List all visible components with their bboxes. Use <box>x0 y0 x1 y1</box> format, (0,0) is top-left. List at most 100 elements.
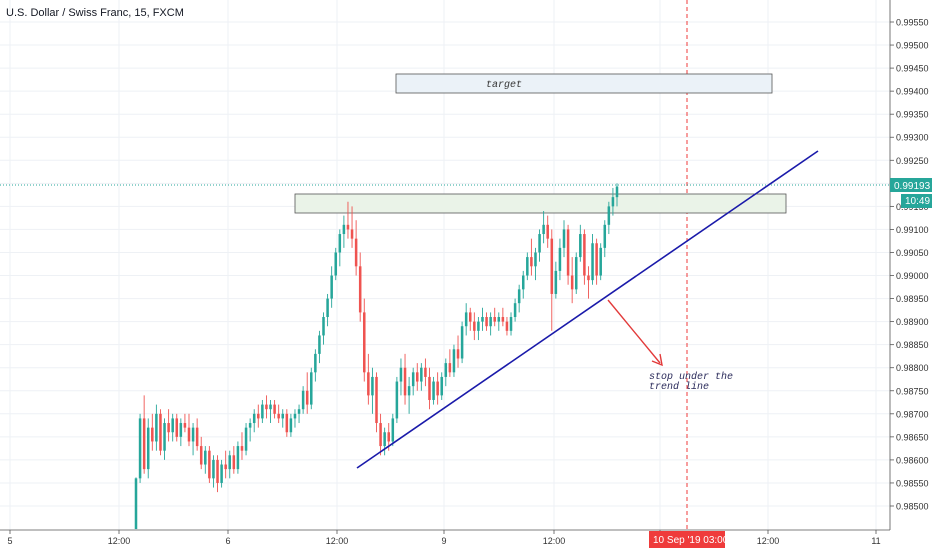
candle-body-down <box>505 321 509 331</box>
resistance-zone-box[interactable] <box>294 193 787 214</box>
time-tick-label: 12:00 <box>543 536 566 546</box>
candle-body-down <box>550 238 554 294</box>
price-tick-label: 0.98650 <box>896 432 929 442</box>
candle-body-up <box>432 381 435 400</box>
candle-body-up <box>591 243 594 281</box>
candle-body-up <box>513 303 517 318</box>
price-tick-label: 0.99350 <box>896 110 929 120</box>
price-axis-background <box>890 0 932 530</box>
candle-body-down <box>493 317 496 322</box>
candle-body-up <box>395 381 399 419</box>
candle-body-up <box>248 423 252 428</box>
candle-body-up <box>171 418 174 433</box>
time-tick-label: 6 <box>225 536 230 546</box>
candle-body-down <box>142 418 146 470</box>
candle-body-up <box>134 478 138 530</box>
candle-body-up <box>212 459 215 479</box>
candle-body-down <box>468 312 472 322</box>
price-tick-label: 0.98600 <box>896 455 929 465</box>
candle-body-up <box>293 413 297 419</box>
candle-body-up <box>579 234 582 258</box>
candle-body-down <box>448 363 452 373</box>
price-tick-label: 0.98800 <box>896 363 929 373</box>
candle-body-up <box>318 335 321 354</box>
candle-body-down <box>232 455 236 470</box>
candle-body-up <box>179 423 183 437</box>
candle-body-down <box>415 372 419 382</box>
candle-body-up <box>252 413 256 424</box>
candle-body-up <box>269 404 272 410</box>
candle-body-up <box>615 186 619 198</box>
price-tick-label: 0.99450 <box>896 64 929 74</box>
candle-body-up <box>191 427 195 442</box>
last-price-badge <box>890 178 932 192</box>
grid-lines <box>0 0 890 530</box>
price-tick-label: 0.98500 <box>896 502 929 512</box>
price-tick-label: 0.99250 <box>896 156 929 166</box>
candle-body-down <box>379 423 382 447</box>
time-highlight-label: 10 Sep '19 03:00 <box>653 535 729 546</box>
candle-body-up <box>460 326 464 359</box>
candle-body-down <box>501 317 505 322</box>
last-price-value: 0.99193 <box>894 181 931 192</box>
candle-body-down <box>240 446 244 451</box>
candle-body-down <box>208 450 211 479</box>
candle-body-down <box>183 423 187 428</box>
countdown-badge <box>901 194 932 208</box>
target-box[interactable] <box>395 73 773 94</box>
candle-body-down <box>367 372 370 396</box>
candle-body-down <box>473 321 476 331</box>
candle-body-up <box>477 321 480 331</box>
time-tick-label: 12:00 <box>757 536 780 546</box>
candle-body-up <box>420 367 423 382</box>
price-tick-label: 0.99100 <box>896 225 929 235</box>
price-tick-label: 0.98950 <box>896 294 929 304</box>
candle-body-up <box>310 372 313 405</box>
candle-body-down <box>175 418 179 437</box>
candle-body-down <box>216 459 219 483</box>
candle-body-up <box>371 376 374 396</box>
candle-body-down <box>587 275 590 281</box>
candle-body-down <box>570 275 574 290</box>
candle-body-down <box>346 224 350 230</box>
candle-body-down <box>387 432 390 442</box>
candle-body-down <box>583 234 586 276</box>
candle-body-down <box>350 229 354 239</box>
candle-body-down <box>257 413 260 419</box>
candle-body-down <box>363 312 366 373</box>
time-highlight-badge <box>649 531 725 548</box>
price-tick-label: 0.98850 <box>896 340 929 350</box>
candle-body-down <box>456 349 460 359</box>
candle-body-up <box>220 464 223 483</box>
trend-drawings: stop under the trend line <box>356 150 819 469</box>
candle-body-up <box>204 450 207 465</box>
candle-body-up <box>558 247 562 271</box>
price-tick-label: 0.99500 <box>896 41 929 51</box>
price-tick-label: 0.98900 <box>896 317 929 327</box>
candle-body-up <box>244 427 248 451</box>
price-tick-label: 0.99300 <box>896 133 929 143</box>
candle-body-up <box>261 404 264 419</box>
candle-body-up <box>326 298 329 318</box>
candle-body-up <box>611 197 615 207</box>
candle-body-down <box>305 390 309 405</box>
candle-body-up <box>399 367 403 382</box>
candle-body-up <box>138 418 142 479</box>
candle-body-down <box>428 376 431 400</box>
trend-line[interactable] <box>356 150 819 469</box>
candle-body-up <box>281 413 285 419</box>
candle-body-up <box>607 206 611 225</box>
candle-body-up <box>554 270 558 294</box>
price-tick-label: 0.98700 <box>896 409 929 419</box>
candle-body-up <box>538 234 541 253</box>
stop-arrow-line[interactable] <box>607 299 661 364</box>
candle-body-up <box>562 229 566 248</box>
price-tick-label: 0.99550 <box>896 18 929 28</box>
price-axis[interactable]: 0.99550 0.99500 0.99450 0.99400 0.99350 0.993… <box>889 0 932 530</box>
candle-body-up <box>391 418 395 442</box>
candle-body-down <box>151 427 154 442</box>
candle-body-up <box>489 317 492 327</box>
